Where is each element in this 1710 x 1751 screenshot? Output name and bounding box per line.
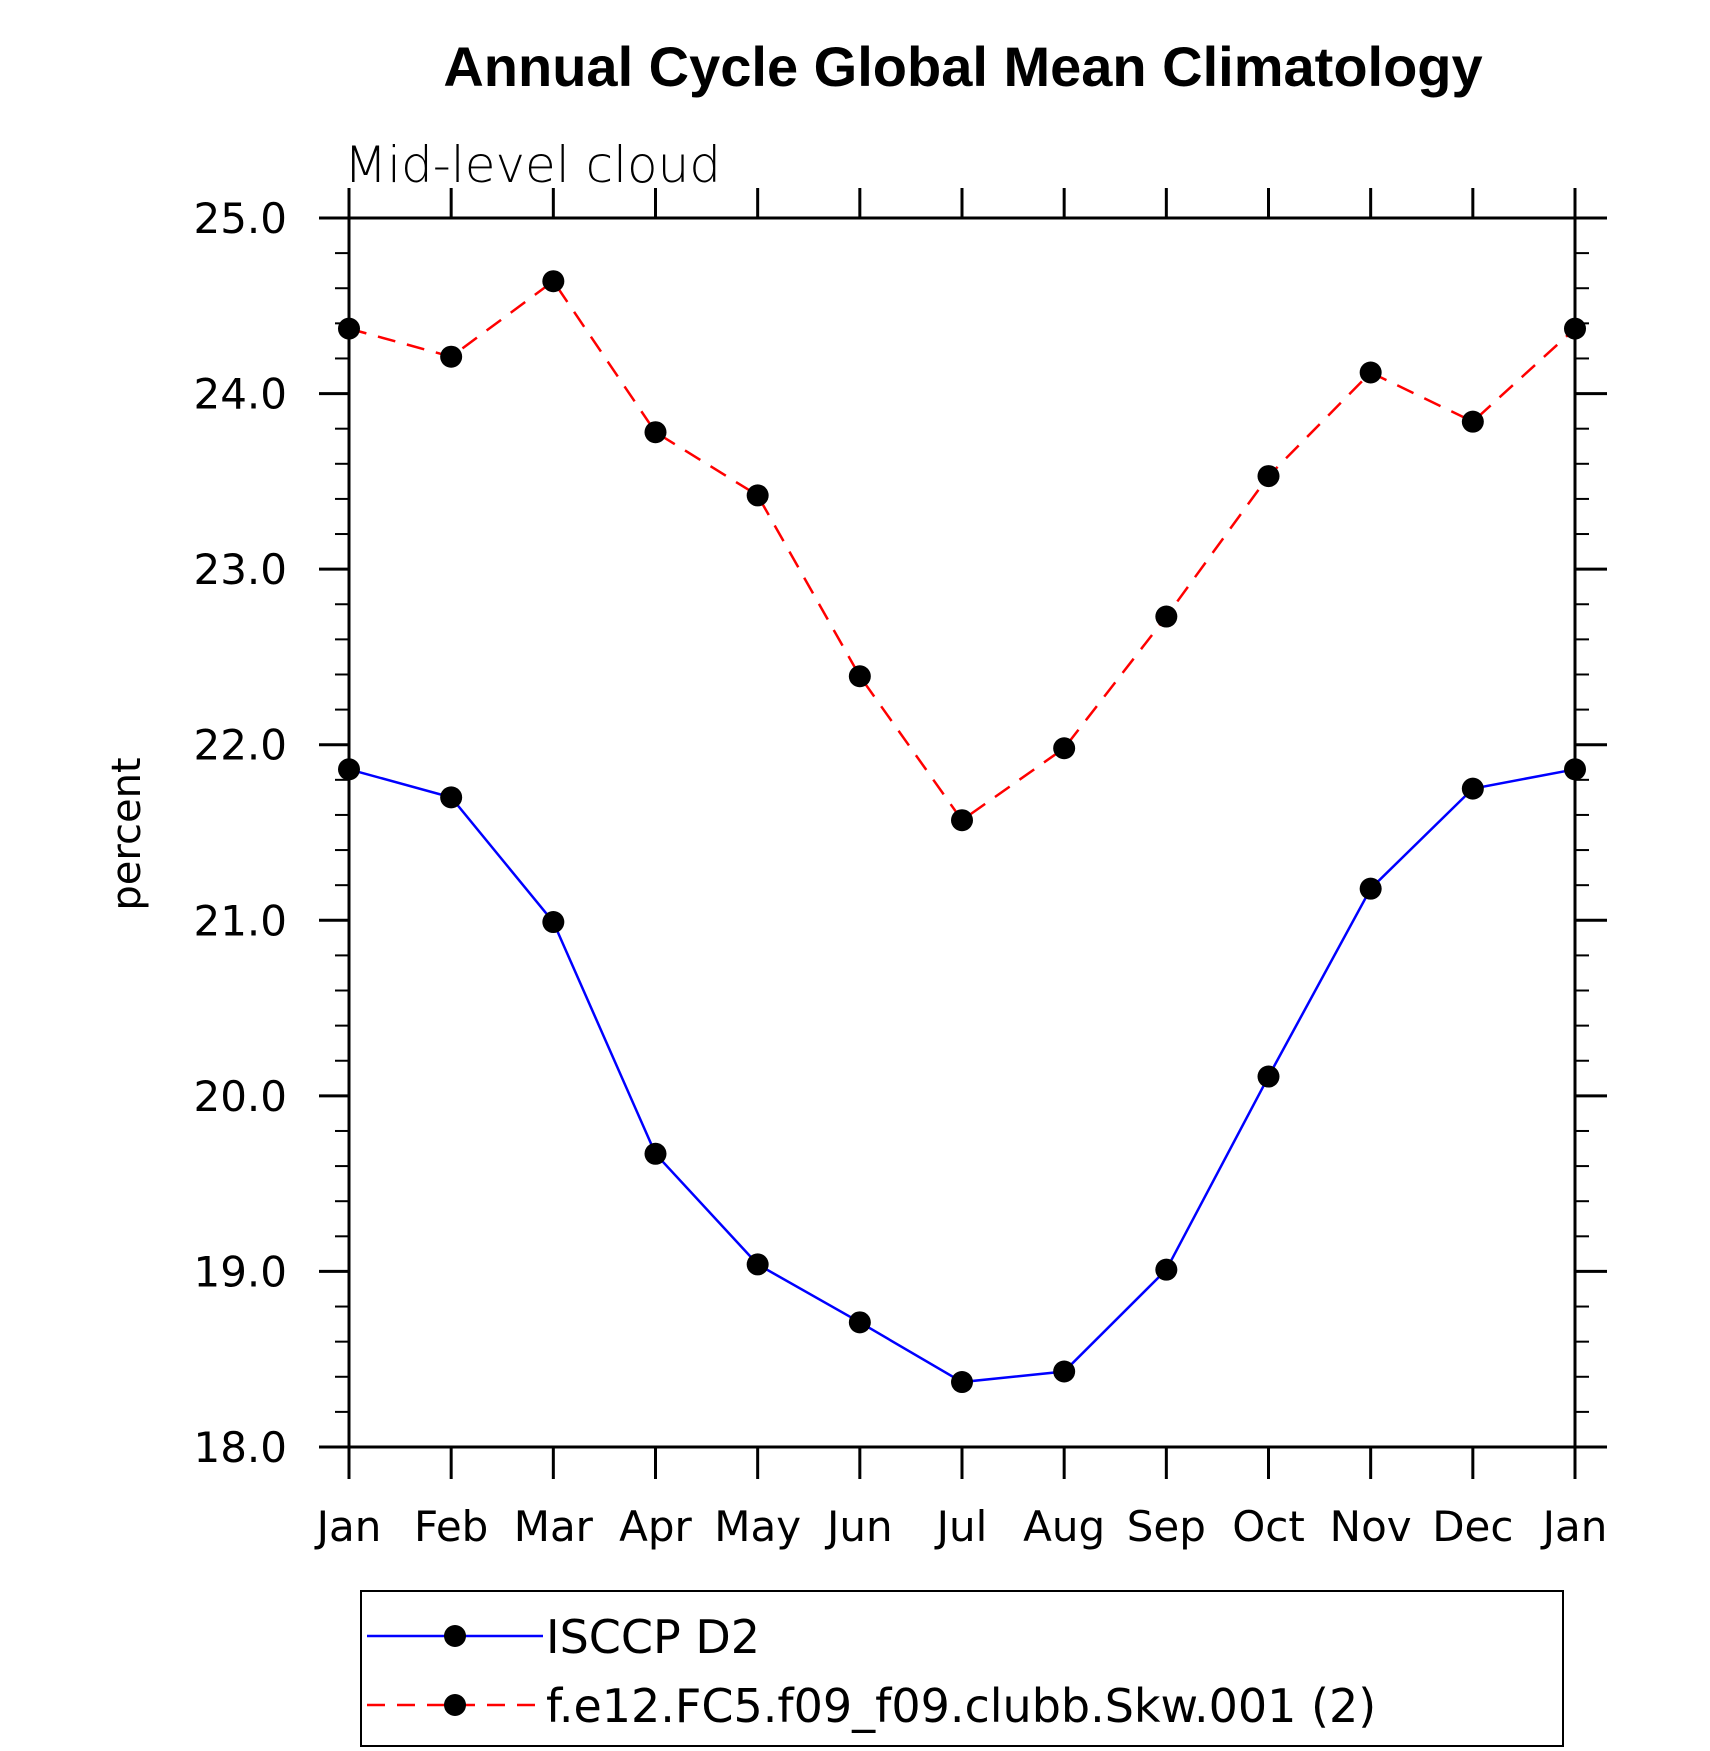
data-point [542,270,565,293]
legend-label: f.e12.FC5.f09_f09.clubb.Skw.001 (2) [546,1679,1376,1733]
y-axis-label: percent [104,757,150,910]
data-point [644,1142,667,1165]
data-point [1564,758,1586,781]
legend-swatch-marker [444,1625,466,1647]
legend-swatch-marker [444,1694,466,1716]
data-point [338,317,360,340]
y-tick-label: 21.0 [193,896,287,945]
data-point [951,809,973,832]
chart-subtitle: Mid-level cloud [344,136,721,194]
legend-box [360,1590,1564,1747]
y-tick-label: 20.0 [193,1072,287,1121]
x-tick-label: Jun [824,1502,893,1551]
data-point [1564,317,1586,340]
data-point [440,786,463,809]
data-point [542,911,565,934]
data-point [1461,410,1484,433]
y-tick-label: 22.0 [193,721,287,770]
y-tick-label: 24.0 [193,370,287,419]
data-point [440,345,463,368]
y-tick-label: 25.0 [193,194,287,243]
series-layer [338,270,1586,1394]
series-line [348,768,1576,1384]
legend-label: ISCCP D2 [546,1610,760,1664]
x-tick-label: Sep [1127,1502,1206,1551]
plot-frame [347,216,1577,1449]
data-point [1257,465,1280,488]
legend-items: ISCCP D2 f.e12.FC5.f09_f09.clubb.Skw.001 … [367,1610,1376,1733]
data-point [1461,777,1484,800]
x-tick-labels: Jan Feb Mar Apr May Jun Jul Aug Sep Oct Nov Dec Jan [314,1502,1608,1551]
data-point [848,1311,871,1334]
x-tick-label: Aug [1023,1502,1105,1551]
x-tick-label: Jan [314,1502,382,1551]
data-point [746,1253,769,1276]
chart-title: Annual Cycle Global Mean Climatology [443,35,1482,98]
data-point [746,484,769,507]
axis-ticks [319,188,1607,1479]
data-point [1155,1258,1178,1281]
data-point [338,758,360,781]
data-point [1155,605,1178,628]
y-tick-labels: 18.0 19.0 20.0 21.0 22.0 23.0 24.0 25.0 [193,194,287,1472]
series-line [348,279,1576,822]
data-point [951,1371,973,1394]
legend: ISCCP D2 f.e12.FC5.f09_f09.clubb.Skw.001 … [360,1590,1564,1747]
x-tick-label: Jul [934,1502,988,1551]
data-point [1053,1360,1076,1383]
x-tick-label: Apr [619,1502,692,1551]
x-tick-label: Oct [1232,1502,1305,1551]
y-tick-label: 19.0 [193,1247,287,1296]
data-point [848,665,871,688]
data-point [1053,737,1076,760]
data-point [1359,877,1382,900]
x-tick-label: Jan [1540,1502,1608,1551]
x-tick-label: Mar [514,1502,594,1551]
x-tick-label: Nov [1330,1502,1412,1551]
y-tick-label: 18.0 [193,1423,287,1472]
x-tick-label: Feb [414,1502,488,1551]
data-point [644,421,667,444]
x-tick-label: Dec [1432,1502,1513,1551]
data-point [1257,1065,1280,1088]
data-point [1359,361,1382,384]
y-tick-label: 23.0 [193,545,287,594]
x-tick-label: May [714,1502,801,1551]
